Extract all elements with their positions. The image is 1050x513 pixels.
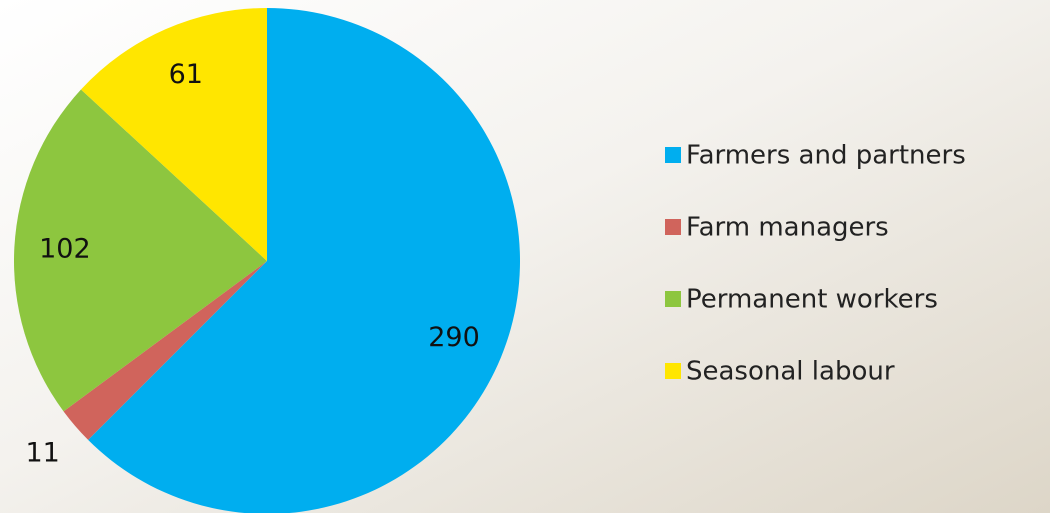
legend-label: Farm managers [686, 213, 889, 243]
pie-slice [63, 261, 268, 440]
legend-swatch [665, 363, 681, 379]
legend-label: Permanent workers [686, 285, 938, 315]
pie-slice [14, 89, 267, 412]
data-label: 102 [39, 234, 91, 265]
data-label: 11 [26, 438, 60, 469]
pie-slice [80, 8, 267, 261]
legend-label: Seasonal labour [686, 357, 895, 387]
legend-swatch [665, 219, 681, 235]
legend-swatch [665, 291, 681, 307]
legend-swatch [665, 147, 681, 163]
data-label: 61 [169, 59, 203, 90]
legend-label: Farmers and partners [686, 141, 966, 171]
data-label: 290 [428, 322, 480, 353]
pie-slice [88, 8, 521, 513]
